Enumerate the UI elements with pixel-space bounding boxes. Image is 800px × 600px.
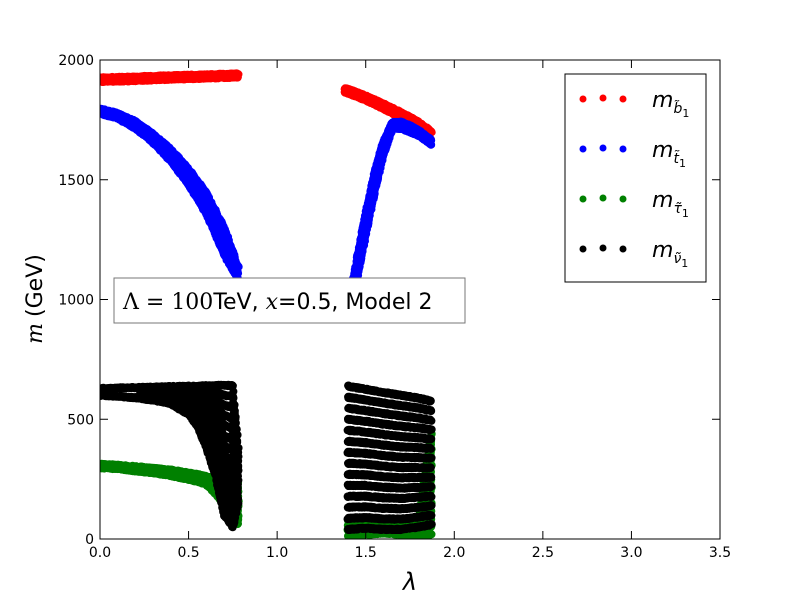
- data-point: [427, 530, 436, 539]
- data-point: [234, 70, 243, 79]
- data-point: [427, 136, 436, 145]
- plot-area: [100, 69, 436, 539]
- data-point: [234, 262, 243, 271]
